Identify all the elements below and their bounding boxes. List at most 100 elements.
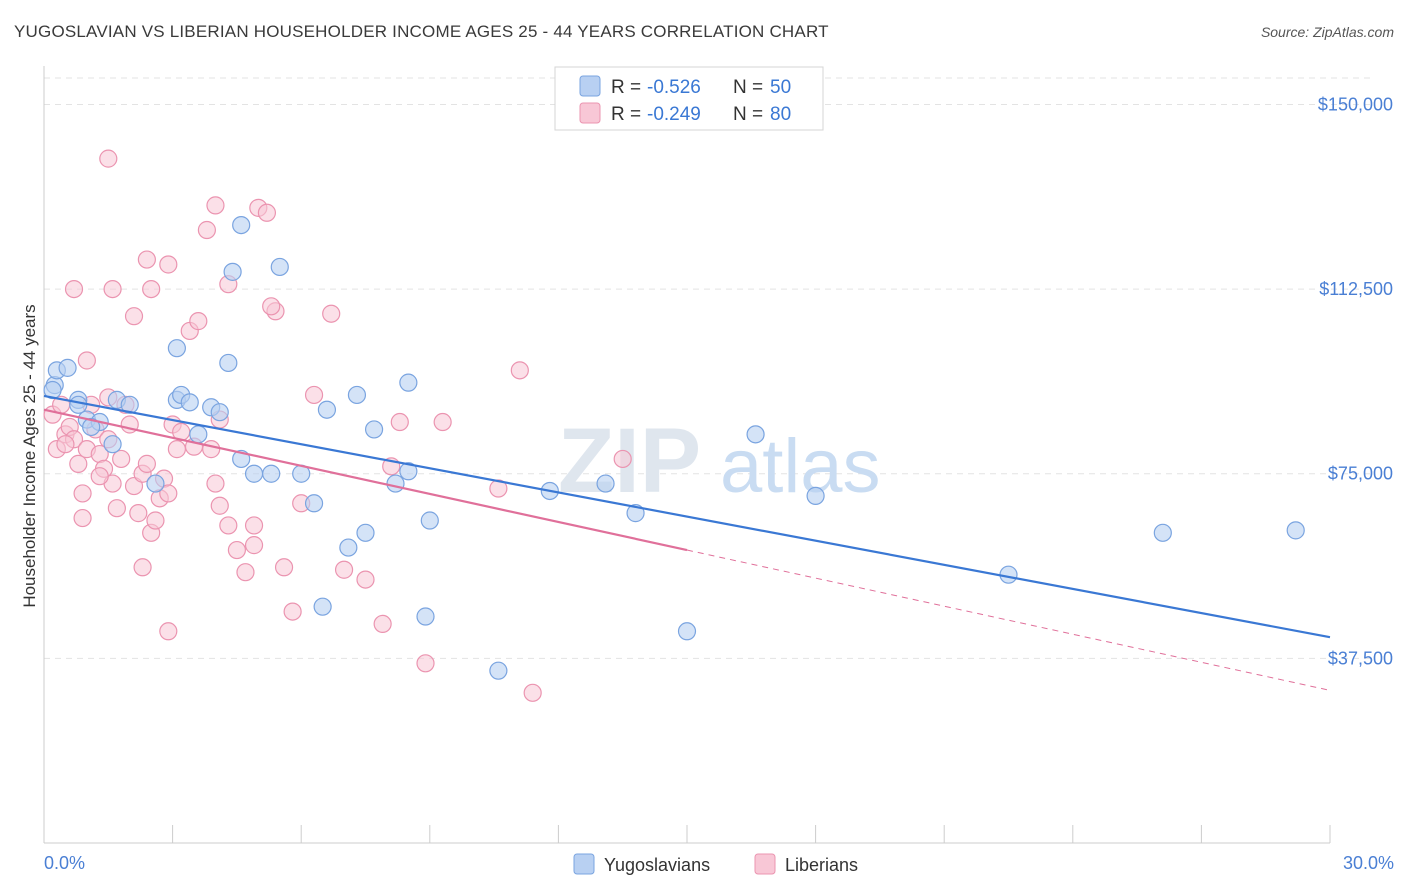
liberians-point (56, 435, 75, 454)
x-tick-label-max: 30.0% (1343, 853, 1394, 873)
liberians-point (416, 654, 435, 673)
yugoslavians-point (69, 395, 88, 414)
liberians-point (227, 540, 246, 560)
yugoslavians-point (596, 474, 615, 493)
liberians-point (124, 476, 144, 496)
legend-n-value-2: 80 (770, 104, 791, 125)
liberians-point (69, 454, 88, 473)
yugoslavians-point (304, 494, 324, 513)
yugoslavians-point (180, 393, 199, 412)
liberians-point (206, 196, 225, 215)
legend-r-label-2: R = (611, 104, 641, 125)
yugoslavians-point (82, 417, 101, 437)
liberians-point (390, 412, 409, 432)
yugoslavians-point (746, 425, 765, 444)
yugoslavians-point (347, 385, 367, 405)
yugoslavians-point (677, 622, 697, 641)
legend-r-label-1: R = (611, 77, 641, 98)
legend-n-label-2: N = (733, 104, 763, 125)
liberians-point (210, 496, 229, 515)
x-tick-label-min: 0.0% (44, 853, 85, 873)
liberians-point (322, 304, 341, 323)
liberians-point (189, 312, 208, 331)
yugoslavians-point (58, 358, 77, 377)
liberians-point (124, 307, 144, 326)
y-tick-label: $37,500 (1328, 648, 1393, 668)
liberians-point (202, 440, 221, 459)
yugoslavians-point (313, 597, 332, 616)
y-axis-title: Householder Income Ages 25 - 44 years (20, 304, 39, 607)
liberians-point (64, 279, 84, 299)
liberians-point (159, 484, 178, 503)
liberians-point (159, 622, 178, 641)
liberians-point (159, 255, 178, 274)
liberians-point (236, 563, 255, 582)
liberians-point (244, 536, 264, 555)
liberians-point (137, 454, 156, 473)
yugoslavians-point (386, 474, 405, 493)
yugoslavians-point (806, 486, 825, 505)
yugoslavians-point (416, 607, 435, 626)
yugoslavians-trend-line (43, 394, 1331, 639)
bottom-legend-swatch-yugoslavians (573, 853, 595, 875)
liberians-point (73, 484, 92, 503)
liberians-point (510, 361, 529, 380)
liberians-point (137, 250, 156, 269)
legend-n-value-1: 50 (770, 77, 791, 98)
liberians-point (283, 602, 302, 621)
yugoslavians-point (1286, 521, 1305, 540)
yugoslavians-point (223, 262, 242, 281)
liberians-point (167, 440, 186, 459)
liberians-point (373, 614, 392, 634)
yugoslavians-point (420, 511, 439, 530)
bottom-legend-swatch-liberians (754, 853, 776, 875)
chart-title: YUGOSLAVIAN VS LIBERIAN HOUSEHOLDER INCO… (14, 22, 829, 41)
liberians-point (77, 351, 96, 370)
liberians-point (219, 516, 238, 535)
y-tick-label: $150,000 (1318, 94, 1393, 114)
yugoslavians-point (356, 523, 375, 542)
legend-swatch-liberians (579, 102, 601, 124)
axes: $37,500 $75,000 $112,500 $150,000 0.0% 30.0% (43, 66, 1394, 873)
yugoslavians-point (146, 474, 165, 493)
legend-r-value-1: -0.526 (647, 77, 701, 98)
liberians-point (197, 220, 216, 240)
liberians-point (334, 560, 354, 579)
legend-swatch-yugoslavians (579, 75, 601, 97)
trend-lines (43, 394, 1331, 691)
yugoslavians-point (210, 403, 229, 422)
liberians-point (103, 279, 122, 299)
yugoslavians-point (399, 373, 418, 392)
yugoslavians-point (244, 464, 264, 483)
correlation-legend: R = -0.526 N = 50 R = -0.249 N = 80 (554, 66, 824, 131)
liberians-point (142, 279, 161, 299)
liberians-point (133, 558, 152, 577)
legend-n-label-1: N = (733, 77, 763, 98)
y-tick-label: $75,000 (1328, 464, 1393, 484)
liberians-point (274, 558, 294, 577)
bottom-legend-liberians: Liberians (785, 855, 858, 875)
yugoslavians-point (167, 339, 186, 358)
yugoslavians-point (317, 400, 337, 419)
yugoslavians-point (364, 420, 384, 439)
bottom-legend-yugoslavians: Yugoslavians (604, 855, 710, 875)
yugoslavians-point (270, 257, 289, 277)
yugoslavians-point (626, 504, 645, 523)
liberians-point (262, 297, 281, 316)
yugoslavians-point (189, 425, 208, 444)
liberians-point (90, 467, 109, 486)
liberians-point (433, 412, 452, 432)
liberians-point (73, 508, 92, 528)
yugoslavians-point (399, 462, 418, 481)
yugoslavians-point (489, 661, 508, 680)
yugoslavians-point (103, 435, 122, 454)
liberians-point (107, 499, 126, 518)
liberians-point (356, 570, 375, 589)
liberians-point (129, 504, 148, 523)
liberians-point (489, 479, 508, 498)
yugoslavians-point (339, 538, 358, 557)
y-tick-label: $112,500 (1319, 279, 1393, 299)
yugoslavians-point (120, 395, 139, 414)
liberians-point (244, 516, 264, 535)
